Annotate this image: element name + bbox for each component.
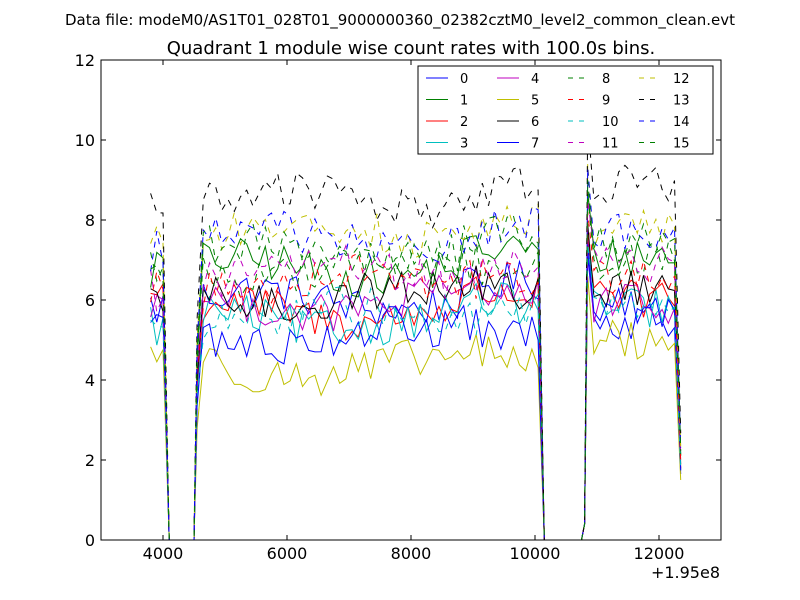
- y-tick-label: 2: [85, 451, 95, 470]
- series-line-2: [150, 235, 682, 540]
- x-tick-label: 6000: [267, 544, 308, 563]
- legend-label-8: 8: [602, 72, 610, 87]
- x-tick-label: 10000: [510, 544, 561, 563]
- figure-suptitle: Data file: modeM0/AS1T01_028T01_90000003…: [65, 11, 735, 30]
- series-line-6: [150, 223, 682, 540]
- x-tick-label: 12000: [634, 544, 685, 563]
- series-line-8: [150, 195, 682, 540]
- series-layer: [150, 119, 682, 540]
- x-tick-label: 4000: [143, 544, 184, 563]
- legend-label-12: 12: [673, 72, 690, 87]
- series-line-7: [150, 243, 682, 540]
- legend-label-6: 6: [531, 115, 539, 130]
- series-line-10: [150, 243, 682, 540]
- legend-box: [417, 65, 714, 155]
- legend-label-11: 11: [602, 137, 619, 152]
- series-line-5: [150, 275, 682, 540]
- series-line-13: [150, 119, 682, 540]
- legend-label-1: 1: [460, 94, 468, 109]
- legend-label-14: 14: [673, 115, 690, 130]
- y-tick-label: 4: [85, 371, 95, 390]
- legend-label-9: 9: [602, 94, 610, 109]
- y-tick-label: 10: [75, 131, 95, 150]
- legend-label-0: 0: [460, 72, 468, 87]
- legend-label-4: 4: [531, 72, 539, 87]
- chart-title: Quadrant 1 module wise count rates with …: [167, 38, 656, 59]
- y-tick-label: 8: [85, 211, 95, 230]
- series-line-0: [150, 255, 682, 540]
- series-line-11: [150, 199, 682, 540]
- legend-label-15: 15: [673, 137, 690, 152]
- series-line-4: [150, 239, 682, 540]
- x-tick-label: 8000: [391, 544, 432, 563]
- series-line-9: [150, 211, 682, 540]
- x-offset-label: +1.95e8: [651, 563, 720, 582]
- series-line-15: [150, 179, 682, 540]
- legend-label-2: 2: [460, 115, 468, 130]
- y-tick-label: 0: [85, 531, 95, 550]
- series-line-12: [150, 163, 682, 540]
- legend-label-3: 3: [460, 137, 468, 152]
- legend-label-5: 5: [531, 94, 539, 109]
- y-tick-label: 6: [85, 291, 95, 310]
- legend-label-13: 13: [673, 94, 690, 109]
- series-line-3: [150, 243, 682, 540]
- legend-label-10: 10: [602, 115, 619, 130]
- legend-label-7: 7: [531, 137, 539, 152]
- y-tick-label: 12: [75, 51, 95, 70]
- series-line-14: [150, 167, 682, 540]
